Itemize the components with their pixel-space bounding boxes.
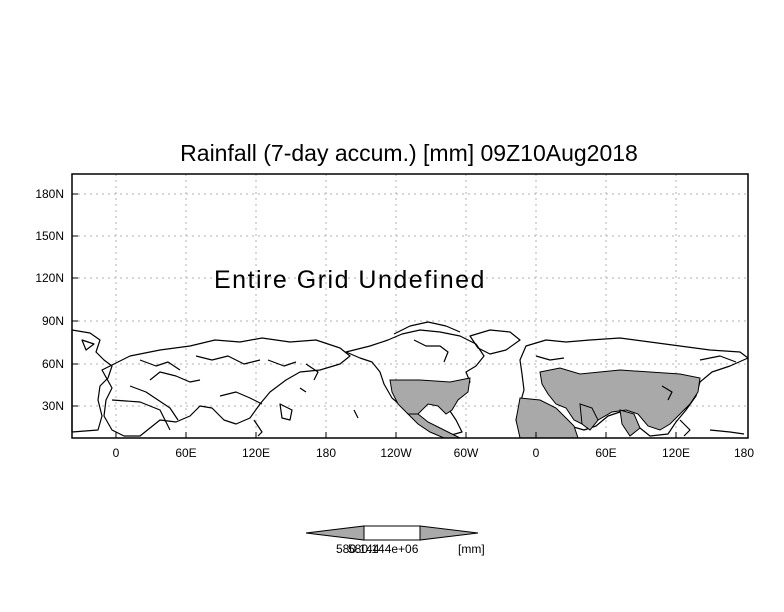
shaded-region-africa (515, 397, 579, 439)
x-tick-label: 0 (113, 446, 120, 460)
x-tick-label: 60W (454, 446, 479, 460)
colorbar-label-left: 580.144 (336, 542, 380, 556)
x-tick-label: 120E (662, 446, 690, 460)
shaded-region-arabia (579, 403, 599, 431)
shaded-region-asia (539, 367, 701, 431)
plot-frame (71, 173, 749, 439)
colorbar-label-right: 580.144e+06 (348, 542, 419, 556)
shaded-region-usa (389, 377, 471, 415)
x-tick-label: 60E (175, 446, 196, 460)
figure-title: Rainfall (7-day accum.) [mm] 09Z10Aug201… (180, 140, 638, 166)
x-axis: 0 60E 120E 180 120W 60W 0 60E 120E 180 (113, 432, 754, 460)
x-tick-label: 180 (734, 446, 754, 460)
x-tick-label: 0 (533, 446, 540, 460)
americas (299, 321, 521, 439)
x-tick-label: 60E (595, 446, 616, 460)
colorbar-units: [mm] (458, 542, 485, 556)
undefined-grid-message: Entire Grid Undefined (214, 266, 486, 294)
y-axis: 180N 150N 120N 90N 60N 30N (35, 187, 78, 413)
shaded-region-central-america (406, 413, 461, 439)
y-tick-label: 180N (35, 187, 64, 201)
y-tick-label: 60N (42, 357, 64, 371)
shaded-region-india (619, 409, 641, 437)
x-tick-label: 120E (242, 446, 270, 460)
x-tick-label: 180 (316, 446, 336, 460)
colorbar-left-arrow (305, 525, 365, 541)
y-tick-label: 120N (35, 271, 64, 285)
colorbar: 580.144 580.144e+06 [mm] (305, 525, 485, 556)
colorbar-right-arrow (419, 525, 479, 541)
x-tick-label: 120W (380, 446, 412, 460)
y-tick-label: 150N (35, 229, 64, 243)
y-tick-label: 90N (42, 314, 64, 328)
world-map-left (71, 329, 351, 437)
world-map-right (515, 337, 749, 439)
y-tick-label: 30N (42, 399, 64, 413)
colorbar-box (363, 525, 421, 541)
